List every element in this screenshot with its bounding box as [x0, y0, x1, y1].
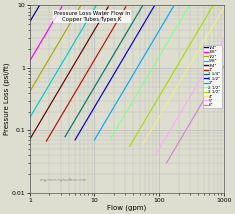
Legend: 1/4", 3/8", 1/2", 5/8", 3/4", 1", 1 1/4", 1 1/2", 2", 2 1/2", 3 1/2", 4", 5", 6": 1/4", 3/8", 1/2", 5/8", 3/4", 1", 1 1/4"…: [203, 45, 222, 108]
Text: engineeringtoolbox.com: engineeringtoolbox.com: [39, 178, 87, 181]
Y-axis label: Pressure Loss (psi/ft): Pressure Loss (psi/ft): [4, 63, 10, 135]
X-axis label: Flow (gpm): Flow (gpm): [107, 204, 146, 211]
Text: Pressure Loss Water Flow in
Copper Tubes Types K: Pressure Loss Water Flow in Copper Tubes…: [54, 11, 130, 22]
